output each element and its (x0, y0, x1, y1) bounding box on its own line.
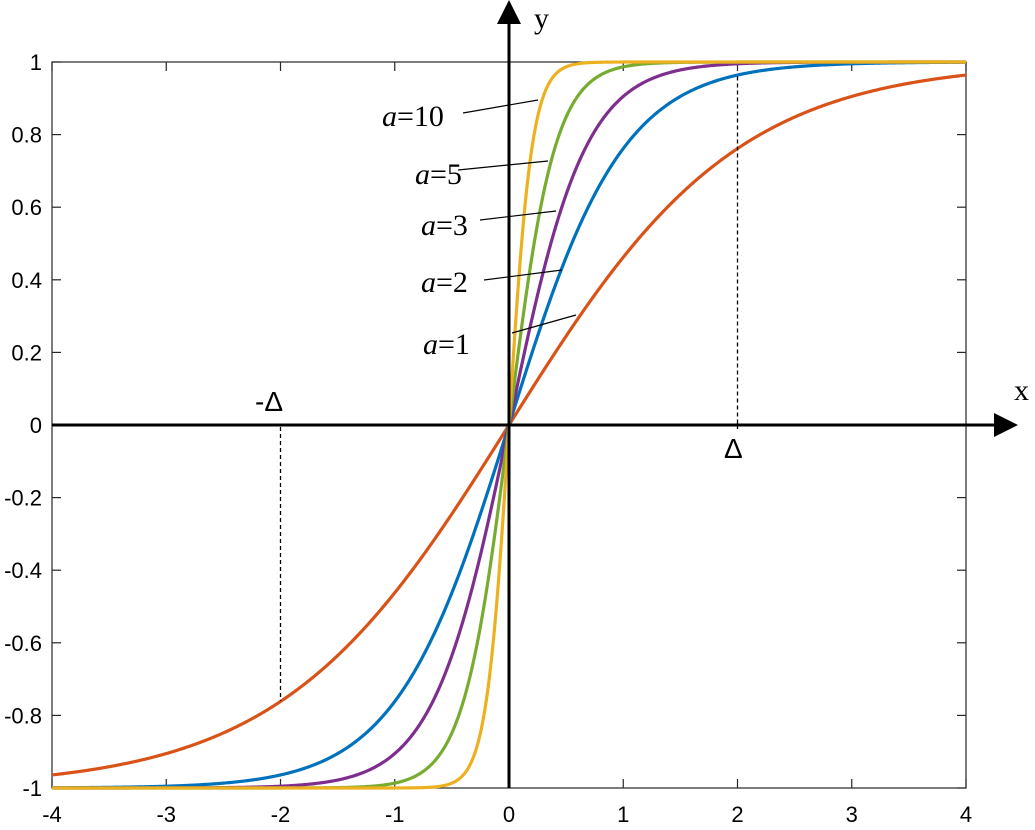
x-tick-label: 3 (846, 802, 858, 827)
y-tick-label: 0.4 (11, 268, 42, 293)
x-tick-label: 2 (731, 802, 743, 827)
curve-label-a2-text: a=2 (421, 266, 468, 299)
curve-label-a3-text: a=3 (421, 209, 468, 242)
guides-layer (279, 76, 739, 701)
y-axis-arrowhead (497, 0, 521, 24)
y-tick-label: 0.6 (11, 195, 42, 220)
y-tick-label: -1 (22, 776, 42, 801)
x-tick-label: 0 (503, 802, 515, 827)
curve-label-a5: a=5 (415, 158, 549, 191)
y-tick-labels: -1 -0.8 -0.6 -0.4 -0.2 0 0.2 0.4 0.6 0.8 1 (4, 50, 42, 801)
x-tick-labels: -4 -3 -2 -1 0 1 2 3 4 (42, 802, 972, 827)
x-tick-label: -2 (271, 802, 291, 827)
curve-label-a10: a=10 (382, 99, 539, 133)
leader-line-a5 (457, 160, 549, 171)
x-tick-label: 4 (960, 802, 972, 827)
y-tick-label: -0.4 (4, 558, 42, 583)
y-tick-label: -0.2 (4, 486, 42, 511)
y-tick-label: 0 (30, 413, 42, 438)
x-tick-label: 1 (617, 802, 629, 827)
leader-line-a2 (483, 269, 563, 281)
curve-label-a1: a=1 (423, 314, 577, 361)
curve-label-a5-text: a=5 (415, 158, 462, 191)
x-axis-arrowhead (994, 413, 1018, 437)
curve-label-a3: a=3 (421, 209, 557, 242)
y-tick-label: -0.8 (4, 703, 42, 728)
curve-label-a2: a=2 (421, 266, 563, 299)
leader-line-a10 (462, 99, 539, 114)
x-tick-label: -4 (42, 802, 62, 827)
y-tick-label: 1 (30, 50, 42, 75)
delta-neg-label: -Δ (255, 386, 283, 417)
y-axis-label: y (534, 2, 549, 35)
curve-label-a10-text: a=10 (382, 100, 444, 133)
x-axis-label: x (1014, 374, 1029, 407)
y-tick-label: -0.6 (4, 631, 42, 656)
x-tick-label: -3 (156, 802, 176, 827)
y-tick-label: 0.2 (11, 340, 42, 365)
x-tick-label: -1 (385, 802, 405, 827)
delta-pos-label: Δ (724, 433, 743, 464)
curve-label-a1-text: a=1 (423, 328, 470, 361)
leader-line-a3 (479, 210, 557, 221)
leader-line-a1 (511, 314, 577, 334)
y-tick-label: 0.8 (11, 123, 42, 148)
